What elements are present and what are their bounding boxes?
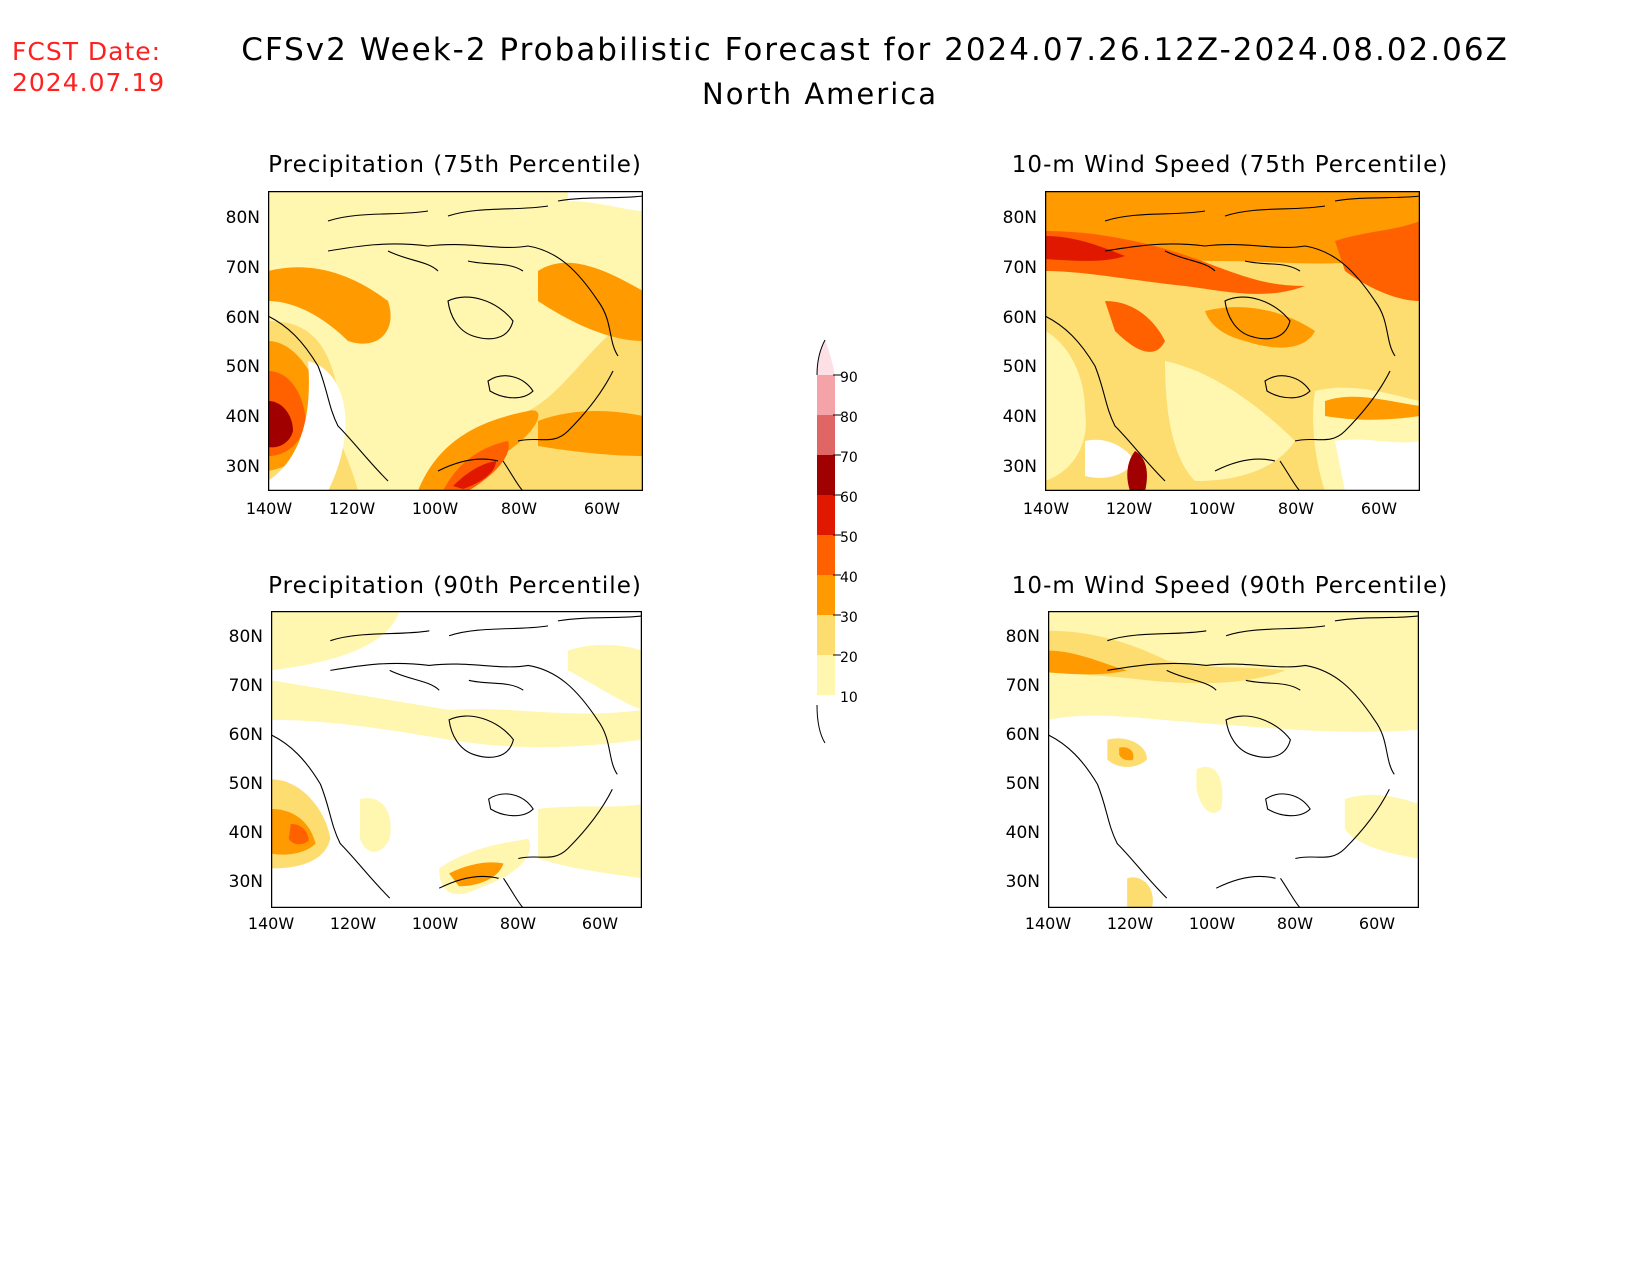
lon-label: 100W [1188,914,1236,933]
lon-label: 120W [1106,914,1154,933]
fcst-date-value: 2024.07.19 [12,68,166,97]
lon-label: 100W [411,499,459,518]
colorbar-segment [817,575,835,615]
lat-label: 30N [228,872,263,892]
map-wind90 [1048,611,1419,908]
lon-label: 80W [500,499,538,518]
lat-label: 30N [1005,872,1040,892]
colorbar-label: 50 [840,530,858,546]
lat-label: 80N [225,208,260,228]
colorbar-segment [817,615,835,655]
lat-label: 50N [228,774,263,794]
colorbar-label: 70 [840,450,858,466]
colorbar-segment [817,415,835,455]
lat-label: 60N [1005,725,1040,745]
lat-label: 70N [1002,258,1037,278]
lon-label: 100W [1188,499,1236,518]
lat-label: 80N [1005,627,1040,647]
lat-label: 60N [225,308,260,328]
fcst-date-label: FCST Date: [12,37,162,66]
lon-label: 120W [329,914,377,933]
panel-title-wind75: 10-m Wind Speed (75th Percentile) [1011,152,1449,178]
lat-label: 30N [1002,457,1037,477]
lon-label: 80W [1277,499,1315,518]
colorbar-segment [817,375,835,415]
lon-label: 140W [1024,914,1072,933]
map-wind75 [1045,191,1420,491]
lat-label: 70N [228,676,263,696]
colorbar-segment [817,495,835,535]
colorbar-segment [817,340,835,375]
lon-label: 60W [581,914,619,933]
lon-label: 80W [1276,914,1314,933]
lat-label: 80N [1002,208,1037,228]
fcst-date-block: FCST Date: 2024.07.19 [12,36,165,98]
lat-label: 70N [1005,676,1040,696]
map-precip90 [271,611,642,908]
colorbar-label: 20 [840,650,858,666]
panel-title-precip75: Precipitation (75th Percentile) [268,152,642,178]
colorbar-label: 80 [840,410,858,426]
map-precip75 [268,191,643,491]
colorbar-label: 90 [840,370,858,386]
lat-label: 60N [228,725,263,745]
colorbar-label: 60 [840,490,858,506]
lon-label: 100W [411,914,459,933]
colorbar-segment [817,455,835,495]
colorbar-label: 10 [840,690,858,706]
lon-label: 80W [499,914,537,933]
colorbar-label: 30 [840,610,858,626]
panel-title-precip90: Precipitation (90th Percentile) [268,573,642,599]
lat-label: 40N [1005,823,1040,843]
colorbar-label: 40 [840,570,858,586]
lat-label: 50N [1002,357,1037,377]
lat-label: 40N [1002,407,1037,427]
lat-label: 40N [228,823,263,843]
lat-label: 70N [225,258,260,278]
colorbar-segment [817,655,835,695]
colorbar [816,339,841,744]
lat-label: 40N [225,407,260,427]
lon-label: 140W [245,499,293,518]
lon-label: 60W [1358,914,1396,933]
colorbar-segment [817,535,835,575]
lat-label: 50N [225,357,260,377]
lat-label: 30N [225,457,260,477]
colorbar-segment [817,705,835,743]
lon-label: 140W [247,914,295,933]
lon-label: 120W [1105,499,1153,518]
page-title: CFSv2 Week-2 Probabilistic Forecast for … [241,32,1509,68]
lat-label: 60N [1002,308,1037,328]
lon-label: 140W [1022,499,1070,518]
panel-title-wind90: 10-m Wind Speed (90th Percentile) [1011,573,1449,599]
lat-label: 50N [1005,774,1040,794]
lon-label: 120W [328,499,376,518]
page-subtitle: North America [702,77,938,111]
lon-label: 60W [583,499,621,518]
lon-label: 60W [1360,499,1398,518]
lat-label: 80N [228,627,263,647]
